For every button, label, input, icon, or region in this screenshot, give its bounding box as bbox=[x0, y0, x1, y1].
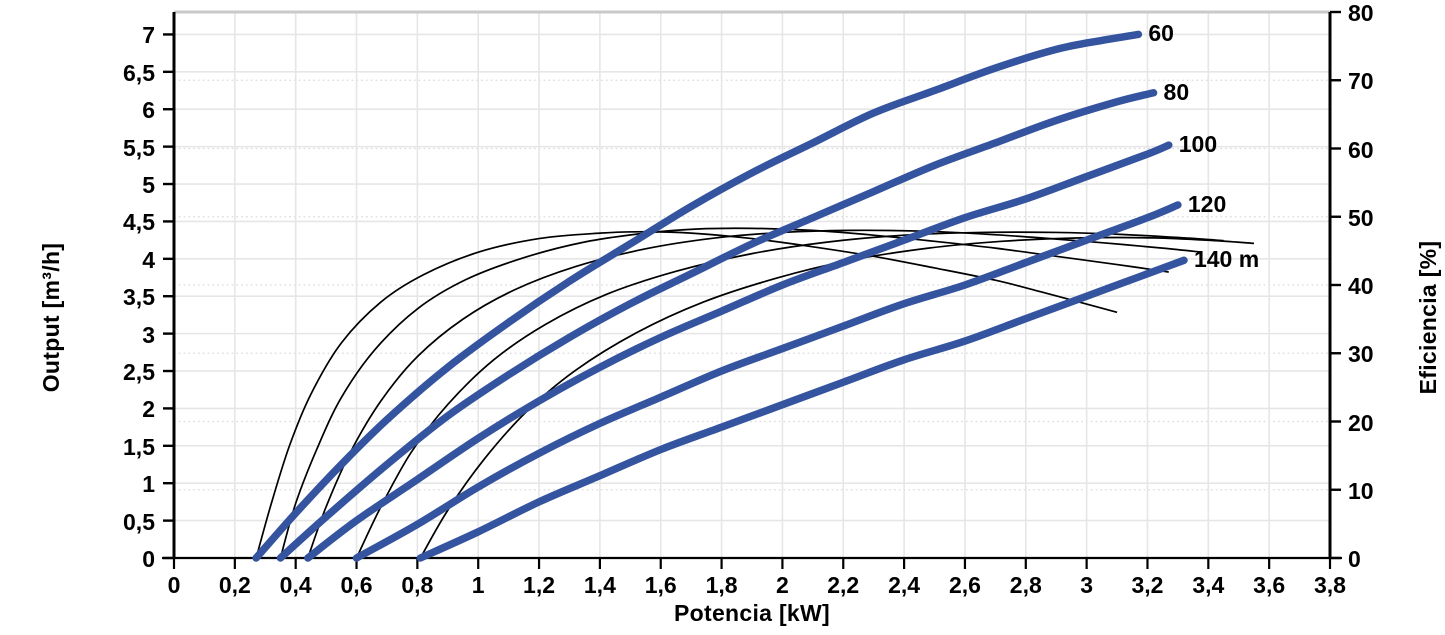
output-curve-60 bbox=[252, 30, 1143, 562]
major-gridlines bbox=[174, 33, 1330, 522]
series-label-80: 80 bbox=[1163, 78, 1190, 105]
efficiency-curves bbox=[255, 227, 1255, 559]
y-axis-tick-label: 1 bbox=[142, 471, 155, 498]
x-axis-tick-label: 1,2 bbox=[523, 572, 556, 598]
x-axis-tick-label: 0,6 bbox=[340, 572, 373, 598]
x-axis-tick-label: 2,6 bbox=[948, 572, 981, 598]
secondary-y-axis-tick-label: 10 bbox=[1348, 477, 1374, 504]
output-curve-80 bbox=[276, 89, 1158, 562]
secondary-y-axis-tick-label: 50 bbox=[1348, 204, 1374, 231]
y-axis-tick-label: 0 bbox=[142, 546, 155, 572]
y-axis-tick-label: 7 bbox=[142, 22, 155, 49]
output-curve-100 bbox=[304, 141, 1173, 562]
efficiency-curve-eff-140 bbox=[419, 236, 1255, 559]
y-axis-tick-label: 2,5 bbox=[123, 359, 155, 385]
y-axis-tick-label: 6,5 bbox=[123, 59, 155, 86]
series-label-100: 100 bbox=[1178, 131, 1218, 158]
x-axis-tick-label: 1,8 bbox=[705, 572, 738, 598]
secondary-y-axis-tick-label: 60 bbox=[1348, 136, 1374, 163]
secondary-y-axis-tick-label: 70 bbox=[1348, 68, 1374, 95]
output-curve-120 bbox=[352, 201, 1182, 562]
y-axis-tick-label: 1,5 bbox=[123, 433, 155, 460]
y-axis-tick-label: 2 bbox=[142, 396, 155, 423]
output-curve-140-m bbox=[416, 256, 1188, 562]
y-axis-tick-label: 5 bbox=[142, 172, 155, 199]
x-axis-tick-label: 3,6 bbox=[1253, 572, 1286, 598]
y-axis-tick-label: 4 bbox=[142, 246, 155, 273]
x-axis-tick-label: 3,8 bbox=[1314, 572, 1346, 598]
secondary-y-axis-tick-label: 40 bbox=[1348, 273, 1374, 299]
x-axis-tick-label: 2,2 bbox=[827, 572, 860, 598]
x-axis-tick-label: 0,4 bbox=[279, 572, 312, 598]
secondary-y-axis-tick-label: 0 bbox=[1348, 546, 1361, 572]
secondary-y-axis-tick-label: 20 bbox=[1348, 409, 1374, 436]
x-axis-tick-label: 2,8 bbox=[1009, 572, 1042, 598]
secondary-y-axis-tick-label: 30 bbox=[1348, 341, 1374, 368]
y-axis-tick-label: 3,5 bbox=[123, 284, 155, 311]
x-axis-title: Potencia [kW] bbox=[674, 600, 830, 626]
y-axis-tick-label: 6 bbox=[142, 97, 155, 124]
output-curves bbox=[252, 30, 1188, 562]
y-axis-tick-label: 4,5 bbox=[123, 209, 155, 236]
x-axis-tick-label: 3,4 bbox=[1192, 572, 1225, 598]
y-axis-tick-label: 0,5 bbox=[123, 508, 155, 535]
axis-ticks bbox=[163, 10, 1341, 569]
x-axis-tick-label: 2 bbox=[776, 572, 789, 598]
series-label-60: 60 bbox=[1148, 20, 1174, 47]
x-axis-tick-label: 3,2 bbox=[1131, 572, 1164, 598]
efficiency-curve-eff-100 bbox=[307, 229, 1203, 559]
x-axis-tick-label: 2,4 bbox=[888, 572, 921, 598]
x-axis-tick-label: 1,4 bbox=[583, 572, 616, 598]
series-label-140-m: 140 m bbox=[1193, 246, 1260, 273]
series-label-120: 120 bbox=[1187, 190, 1227, 217]
x-axis-tick-label: 1 bbox=[471, 572, 485, 598]
x-axis-tick-label: 0,2 bbox=[218, 572, 251, 598]
x-axis-tick-label: 3 bbox=[1080, 572, 1094, 598]
y-axis-tick-label: 5,5 bbox=[123, 134, 155, 161]
x-axis-tick-label: 0 bbox=[167, 572, 181, 598]
y-axis-tick-label: 3 bbox=[142, 321, 155, 348]
secondary-y-axis-tick-label: 80 bbox=[1348, 0, 1374, 26]
x-axis-tick-label: 1,6 bbox=[644, 572, 677, 598]
x-axis-tick-label: 0,8 bbox=[401, 572, 434, 598]
